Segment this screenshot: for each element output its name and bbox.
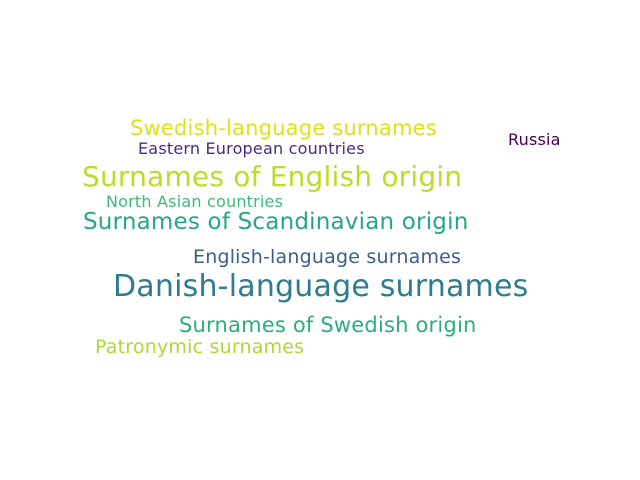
word-eastern-european-countries: Eastern European countries — [138, 139, 365, 158]
word-swedish-language-surnames: Swedish-language surnames — [130, 116, 437, 140]
word-north-asian-countries: North Asian countries — [106, 192, 284, 211]
word-patronymic-surnames: Patronymic surnames — [95, 336, 305, 358]
word-danish-language-surnames: Danish-language surnames — [113, 269, 529, 304]
word-russia: Russia — [508, 130, 561, 149]
word-surnames-of-english-origin: Surnames of English origin — [82, 160, 463, 193]
word-surnames-of-swedish-origin: Surnames of Swedish origin — [179, 313, 477, 337]
word-english-language-surnames: English-language surnames — [193, 246, 462, 268]
word-surnames-of-scandinavian-origin: Surnames of Scandinavian origin — [83, 209, 469, 235]
